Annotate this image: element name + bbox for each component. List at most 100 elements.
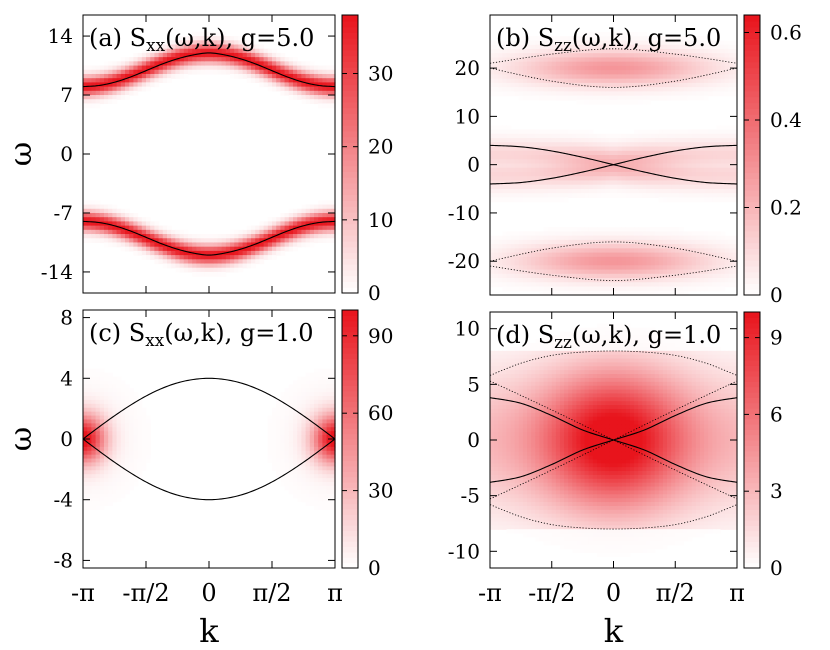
heat-cell	[658, 138, 664, 143]
heat-cell	[91, 392, 97, 397]
heat-cell	[272, 61, 277, 67]
heat-cell	[527, 129, 532, 135]
heat-cell	[95, 78, 101, 83]
heat-cell	[712, 235, 718, 241]
heat-cell	[238, 255, 244, 260]
heat-cell	[137, 86, 143, 92]
heat-cell	[288, 466, 294, 471]
heat-cell	[531, 142, 536, 148]
heat-cell	[555, 180, 561, 186]
heat-cell	[613, 239, 619, 245]
heat-cell	[691, 40, 697, 46]
heat-cell	[555, 231, 561, 237]
heat-cell	[192, 242, 197, 248]
heat-cell	[95, 204, 101, 210]
heat-cell	[683, 78, 689, 84]
heat-cell	[584, 265, 590, 271]
heat-cell	[551, 91, 557, 97]
heat-cell	[305, 497, 311, 503]
heat-cell	[527, 159, 532, 165]
colorbar-step	[744, 190, 760, 197]
heat-cell	[650, 235, 656, 241]
heat-cell	[572, 70, 578, 75]
heat-cell	[514, 171, 520, 177]
heat-cell	[634, 44, 639, 50]
heat-cell	[494, 282, 499, 288]
heat-cell	[580, 61, 586, 67]
heat-cell	[601, 44, 606, 50]
heat-cell	[531, 188, 536, 194]
heat-cell	[326, 78, 332, 83]
heat-cell	[683, 36, 689, 42]
heat-cell	[146, 57, 151, 62]
heat-cell	[584, 53, 590, 59]
heat-cell	[221, 69, 227, 75]
heat-cell	[104, 415, 109, 421]
heat-cell	[99, 238, 105, 244]
heat-cell	[83, 204, 88, 210]
heat-cell	[200, 69, 206, 75]
heat-cell	[196, 255, 202, 260]
colorbar-step	[744, 120, 760, 127]
heat-cell	[564, 53, 569, 59]
heat-cell	[699, 65, 705, 71]
heat-cell	[535, 142, 540, 148]
heat-cell	[605, 261, 610, 266]
heat-cell	[112, 65, 118, 71]
heat-cell	[87, 411, 92, 417]
heat-cell	[179, 48, 185, 54]
heat-cell	[650, 95, 656, 101]
heat-cell	[494, 269, 499, 275]
heat-cell	[547, 261, 553, 266]
heat-cell	[209, 61, 214, 67]
heat-cell	[621, 282, 627, 288]
heat-cell	[535, 159, 540, 165]
heat-cell	[225, 255, 231, 260]
heat-cell	[91, 439, 97, 444]
heat-cell	[551, 48, 557, 54]
heat-cell	[305, 384, 311, 389]
heat-cell	[629, 256, 635, 262]
heat-cell	[221, 259, 227, 265]
heat-cell	[708, 248, 713, 254]
heat-cell	[535, 239, 540, 245]
heat-cell	[667, 248, 672, 254]
heat-cell	[667, 184, 672, 190]
heat-cell	[724, 61, 730, 67]
heat-cell	[621, 261, 627, 266]
heat-cell	[605, 78, 610, 84]
heat-cell	[91, 221, 97, 227]
heat-cell	[654, 290, 660, 296]
heat-cell	[597, 150, 602, 156]
heat-cell	[576, 180, 582, 186]
heat-cell	[175, 57, 181, 62]
heat-cell	[654, 133, 660, 139]
heat-cell	[559, 244, 565, 249]
heat-cell	[309, 446, 315, 452]
heat-cell	[498, 150, 503, 156]
heat-cell	[720, 44, 726, 50]
heat-cell	[572, 150, 578, 156]
heat-cell	[662, 95, 668, 101]
heat-cell	[580, 53, 586, 59]
heat-cell	[547, 133, 553, 139]
heat-cell	[255, 242, 260, 248]
heat-cell	[280, 407, 286, 413]
heat-cell	[318, 442, 323, 448]
heat-cell	[584, 133, 590, 139]
heat-cell	[531, 163, 536, 169]
heat-cell	[318, 225, 323, 231]
heat-cell	[580, 82, 586, 88]
heat-cell	[716, 197, 722, 203]
heat-cell	[712, 91, 718, 97]
heat-cell	[699, 188, 705, 194]
heat-cell	[662, 256, 668, 262]
heat-cell	[667, 61, 672, 67]
heat-cell	[297, 482, 302, 487]
heat-cell	[91, 65, 97, 71]
colorbar-step	[744, 219, 760, 226]
heat-cell	[510, 150, 516, 156]
heat-cell	[547, 87, 553, 92]
heat-cell	[638, 278, 643, 283]
heat-cell	[99, 90, 105, 96]
